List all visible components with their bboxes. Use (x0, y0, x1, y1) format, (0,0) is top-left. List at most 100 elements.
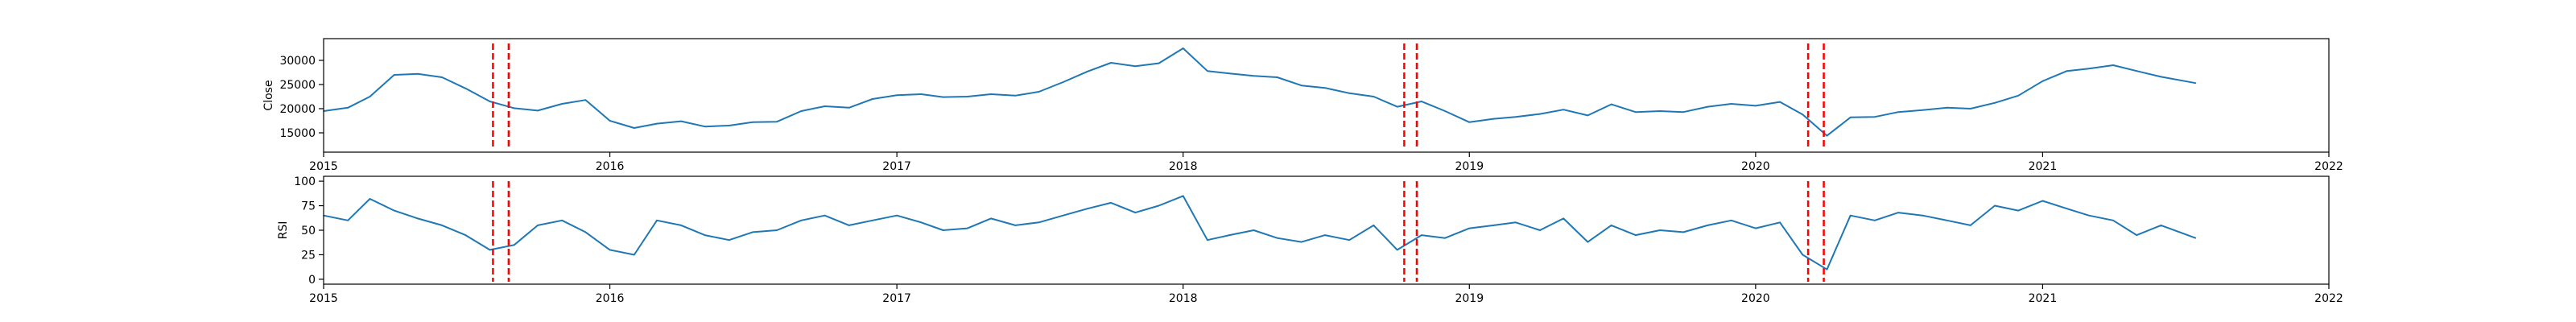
x-tick-label: 2018 (1169, 160, 1198, 173)
data-point (1587, 114, 1589, 117)
x-tick-label: 2017 (882, 292, 911, 305)
y-tick-label: 50 (301, 225, 316, 237)
data-point (728, 125, 730, 126)
data-point (1946, 220, 1948, 221)
data-point (1301, 85, 1302, 86)
data-point (1659, 110, 1661, 112)
data-point (2088, 68, 2090, 69)
data-point (2160, 76, 2162, 78)
data-point (1730, 220, 1732, 221)
x-tick-label: 2020 (1741, 292, 1770, 305)
data-point (1228, 234, 1230, 236)
data-point (609, 249, 611, 251)
data-point (872, 220, 873, 221)
data-point (1849, 117, 1852, 118)
data-point (776, 121, 778, 122)
data-point (2066, 70, 2068, 72)
data-point (1802, 114, 1804, 115)
y-axis-label: Close (262, 80, 275, 110)
data-point (752, 231, 753, 233)
y-tick-label: 15000 (279, 127, 316, 140)
x-tick-label: 2015 (309, 160, 338, 173)
close-price-panel: 2015 2016 2017 2018 2019 2020 2021 2022 15000 200… (262, 38, 2343, 173)
data-point (1755, 105, 1757, 107)
data-point (1014, 95, 1016, 97)
data-point (656, 122, 658, 125)
x-tick-label: 2016 (596, 160, 625, 173)
data-point (896, 214, 898, 217)
data-point (537, 109, 539, 112)
data-point (537, 225, 539, 226)
x-tick-label: 2016 (596, 292, 625, 305)
data-point (967, 96, 968, 97)
data-point (896, 94, 898, 96)
x-tick-label: 2020 (1741, 160, 1770, 173)
data-point (1587, 241, 1589, 243)
data-point (1970, 225, 1971, 226)
data-point (1276, 76, 1278, 78)
data-point (1492, 225, 1495, 226)
data-point (1253, 75, 1255, 76)
data-point (1038, 221, 1040, 224)
data-point (800, 220, 803, 221)
data-point (1444, 110, 1446, 112)
data-point (1707, 105, 1709, 108)
data-point (513, 107, 515, 109)
data-point (393, 74, 395, 76)
data-point (1563, 217, 1564, 220)
data-point (2112, 220, 2114, 221)
data-point (464, 88, 467, 89)
data-point (2112, 64, 2114, 66)
data-point (1826, 134, 1828, 137)
data-point (369, 96, 371, 97)
data-point (1707, 225, 1709, 226)
data-point (2136, 234, 2138, 236)
axes-frame (323, 38, 2330, 153)
data-point (1348, 93, 1350, 94)
data-point (634, 254, 635, 256)
data-point (513, 244, 515, 246)
data-point (704, 126, 706, 127)
data-point (1849, 214, 1852, 217)
data-point (393, 209, 395, 212)
data-point (489, 101, 491, 102)
data-point (1563, 109, 1564, 110)
data-point (1946, 107, 1948, 109)
data-point (489, 249, 491, 251)
data-point (1444, 237, 1446, 239)
data-point (2041, 200, 2044, 202)
data-point (1635, 111, 1637, 113)
data-point (2194, 82, 2197, 84)
data-point (824, 214, 826, 217)
data-point (1276, 237, 1278, 239)
data-point (2041, 80, 2044, 82)
data-point (1682, 231, 1684, 233)
data-point (1468, 227, 1471, 229)
data-point (848, 107, 850, 109)
data-point (1779, 221, 1781, 224)
data-point (1682, 111, 1684, 113)
data-point (2017, 95, 2019, 97)
data-point (1301, 241, 1302, 243)
data-point (1207, 239, 1208, 242)
data-point (1635, 234, 1637, 236)
y-axis-label: RSI (277, 221, 290, 240)
data-point (1253, 229, 1255, 231)
data-point (1134, 65, 1137, 67)
data-point (942, 229, 944, 231)
data-point (920, 93, 923, 95)
x-tick-label: 2022 (2314, 160, 2343, 173)
data-point (1421, 101, 1422, 102)
data-point (1396, 249, 1398, 251)
data-point (634, 127, 635, 129)
data-point (1610, 103, 1612, 105)
data-point (2160, 225, 2162, 226)
y-tick-label: 20000 (279, 103, 316, 116)
data-point (417, 73, 419, 75)
data-point (1110, 202, 1112, 204)
data-point (1922, 109, 1924, 111)
data-point (1421, 234, 1422, 236)
data-point (441, 225, 443, 226)
data-point (1396, 105, 1398, 108)
